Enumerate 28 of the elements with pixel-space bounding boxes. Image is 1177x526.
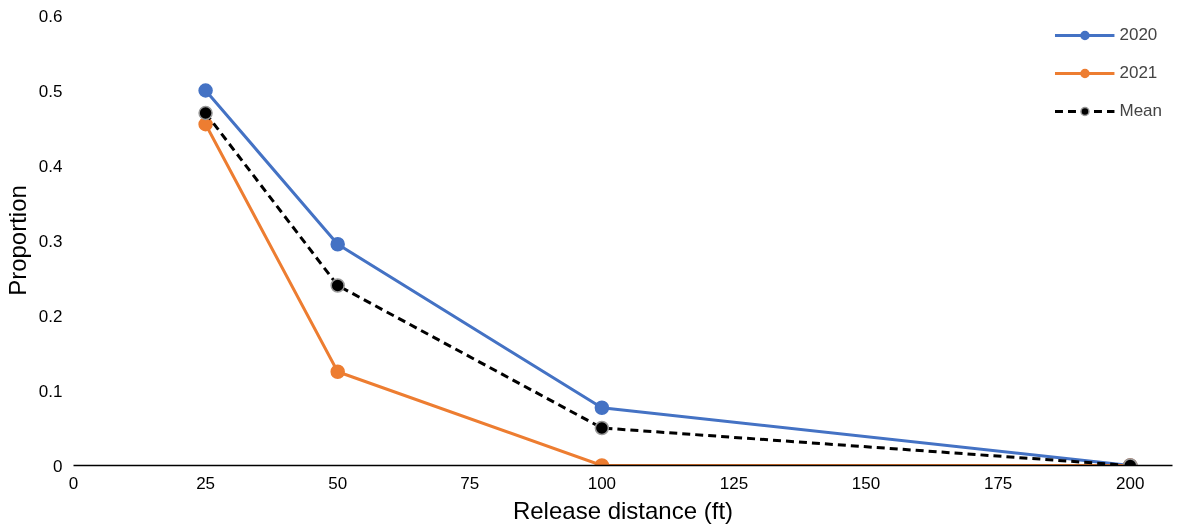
y-tick-label: 0.1 <box>38 381 63 401</box>
x-tick-label: 25 <box>196 473 216 493</box>
point <box>330 278 345 293</box>
legend-label: Mean <box>1119 101 1162 121</box>
x-tick-label: 0 <box>68 473 79 493</box>
x-tick-label: 200 <box>1116 473 1145 493</box>
y-tick-label: 0.4 <box>38 156 63 176</box>
y-axis-title: Proportion <box>3 185 31 296</box>
y-tick-label: 0.6 <box>38 6 63 26</box>
x-tick-label: 175 <box>983 473 1013 493</box>
x-tick-label: 75 <box>460 473 480 493</box>
point <box>198 83 213 98</box>
point <box>594 420 610 436</box>
point <box>594 400 610 415</box>
x-tick-label: 100 <box>587 473 617 493</box>
x-tick-label: 125 <box>719 473 749 493</box>
x-tick-label: 150 <box>851 473 881 493</box>
y-tick-label: 0 <box>53 456 63 476</box>
legend-label: 2020 <box>1119 25 1158 45</box>
x-axis-title: Release distance (ft) <box>512 496 734 524</box>
point <box>198 105 213 121</box>
y-tick-label: 0.3 <box>38 231 63 251</box>
point <box>330 237 345 252</box>
legend-label: 2021 <box>1119 63 1158 83</box>
point <box>330 364 345 379</box>
y-tick-label: 0.2 <box>38 306 63 326</box>
y-tick-label: 0.5 <box>38 81 63 101</box>
x-tick-label: 50 <box>328 473 348 493</box>
